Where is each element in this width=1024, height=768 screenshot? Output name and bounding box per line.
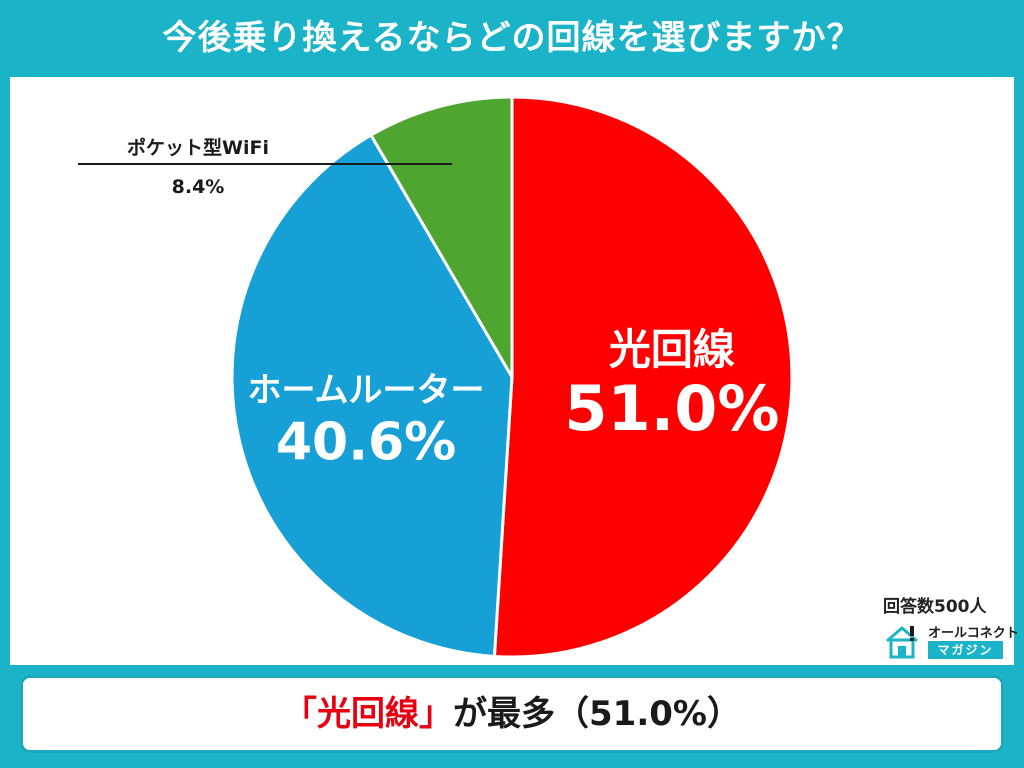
conclusion-text: が最多（51.0%） <box>453 694 741 734</box>
brand-name: オールコネクト <box>928 626 1019 641</box>
slice-label: ホームルーター <box>248 371 485 411</box>
conclusion-banner: 「光回線」が最多（51.0%） <box>20 675 1004 753</box>
pie-slice <box>369 95 514 379</box>
chart-panel: 光回線 51.0% ホームルーター 40.6% ポケット型WiFi 8.4% 回答数500… <box>10 77 1019 665</box>
slice-value: 51.0% <box>564 372 779 445</box>
house-icon <box>886 626 918 659</box>
brand-logo: オールコネクト マガジン <box>884 620 1019 662</box>
chart-title: 今後乗り換えるならどの回線を選びますか？ <box>162 18 862 58</box>
slice-label: 光回線 <box>609 325 735 374</box>
pie-slice <box>492 95 794 659</box>
respondent-count: 回答数500人 <box>883 597 987 617</box>
pie-slice <box>230 133 514 658</box>
slice-value: 8.4% <box>172 176 225 198</box>
slice-value: 40.6% <box>276 413 456 473</box>
slice-label: ポケット型WiFi <box>127 136 269 159</box>
conclusion-highlight: 「光回線」 <box>283 694 454 734</box>
brand-subtitle: マガジン <box>928 641 1003 659</box>
